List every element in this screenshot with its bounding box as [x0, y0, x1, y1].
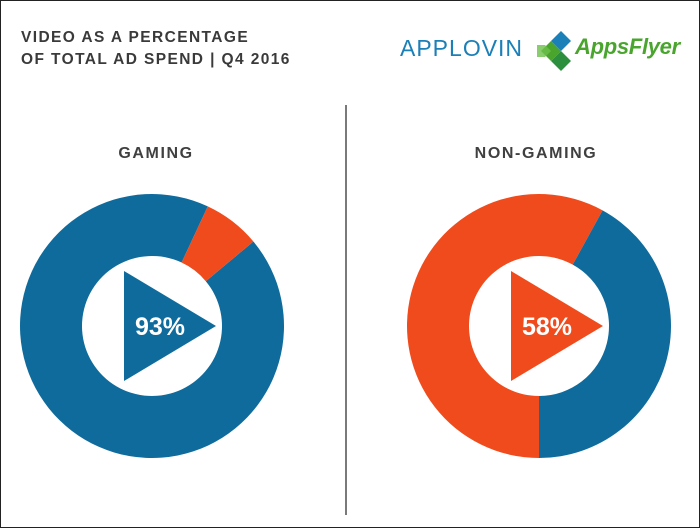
gaming-play-icon [124, 271, 216, 381]
applovin-logo: APPLOVIN [400, 35, 524, 61]
appsflyer-mark-icon [537, 31, 571, 71]
gaming-slice-1 [20, 193, 284, 458]
panel-divider [345, 105, 347, 515]
page-title: VIDEO AS A PERCENTAGE OF TOTAL AD SPEND … [21, 27, 291, 71]
non-gaming-slice-1 [406, 194, 603, 458]
non-gaming-play-icon [511, 271, 603, 381]
non-gaming-slice-2 [539, 210, 671, 458]
gaming-label: GAMING [118, 145, 194, 162]
gaming-center-label: 93% [135, 313, 185, 341]
appsflyer-logo: AppsFlyer [537, 31, 687, 71]
title-line-2: OF TOTAL AD SPEND | Q4 2016 [21, 51, 291, 68]
non-gaming-label: NON-GAMING [474, 145, 598, 162]
appsflyer-wordmark: AppsFlyer [575, 34, 680, 59]
non-gaming-center-label: 58% [522, 313, 572, 341]
gaming-slice-2 [181, 206, 254, 282]
title-line-1: VIDEO AS A PERCENTAGE [21, 29, 250, 46]
